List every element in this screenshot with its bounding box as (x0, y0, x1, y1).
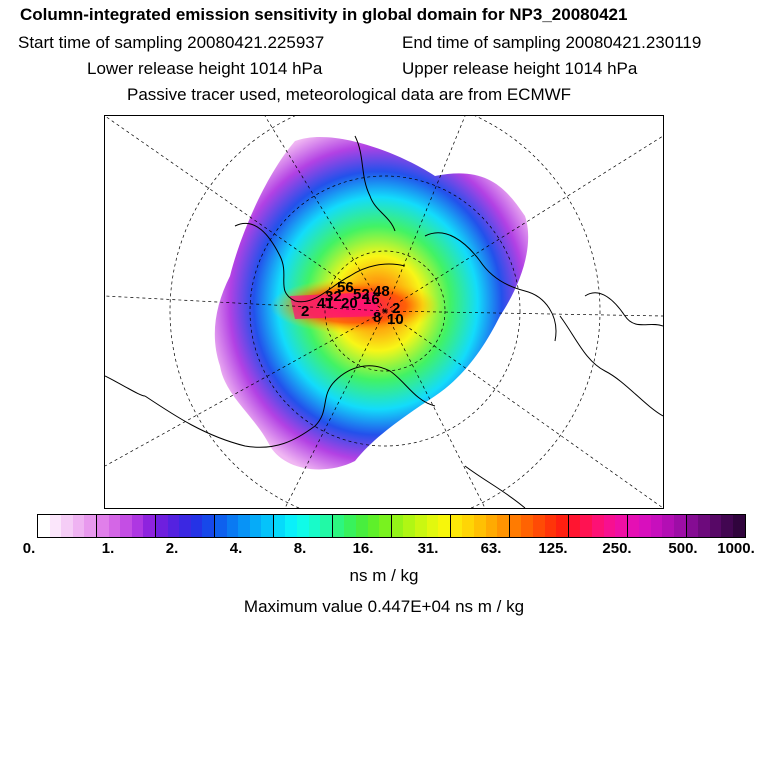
colorbar-cell (96, 515, 109, 537)
colorbar-cell (698, 515, 710, 537)
colorbar-cell (297, 515, 309, 537)
upper-height-label: Upper release height 1014 hPa (402, 59, 638, 78)
point-label: 2 (301, 303, 309, 320)
colorbar-cell (367, 515, 380, 537)
colorbar-cell (615, 515, 628, 537)
lower-height-label: Lower release height 1014 hPa (87, 59, 323, 78)
point-label: 32 (325, 288, 342, 305)
point-label: 41 (317, 295, 334, 312)
colorbar-cell (120, 515, 132, 537)
start-time-label: Start time of sampling 20080421.225937 (18, 33, 325, 52)
colorbar-cell (143, 515, 156, 537)
colorbar-cell (721, 515, 734, 537)
maximum-value-label: Maximum value 0.447E+04 ns m / kg (243, 597, 525, 616)
tick-label: 8. (293, 540, 307, 557)
colorbar-cell (403, 515, 415, 537)
point-label: 52 (353, 286, 370, 303)
colorbar-cell (190, 515, 203, 537)
colorbar (37, 514, 746, 538)
end-time-label: End time of sampling 20080421.230119 (402, 33, 702, 52)
colorbar-cell (650, 515, 663, 537)
colorbar-cell (379, 515, 392, 537)
colorbar-cell (568, 515, 581, 537)
point-label: 20 (341, 295, 358, 312)
colorbar-cell (332, 515, 345, 537)
colorbar-cell (356, 515, 368, 537)
colorbar-cell (426, 515, 439, 537)
colorbar-cell (662, 515, 675, 537)
colorbar-cell (509, 515, 522, 537)
colorbar-cell (155, 515, 168, 537)
point-label: 48 (373, 283, 390, 300)
colorbar-cell (497, 515, 510, 537)
colorbar-cell (273, 515, 286, 537)
colorbar-cell (485, 515, 498, 537)
colorbar-cell (627, 515, 640, 537)
colorbar-cell (261, 515, 274, 537)
tick-label: 500. (668, 540, 698, 557)
tick-label: 16. (352, 540, 374, 557)
map-svg: 56 48 41 20 2 16 8 10 2 52 32 (105, 116, 663, 508)
colorbar-cell (603, 515, 616, 537)
colorbar-cell (639, 515, 651, 537)
colorbar-cell (167, 515, 180, 537)
point-label: 56 (337, 279, 354, 296)
colorbar-cell (84, 515, 97, 537)
chart-title: Column-integrated emission sensitivity i… (20, 5, 628, 24)
colorbar-cell (131, 515, 144, 537)
map-panel: 56 48 41 20 2 16 8 10 2 52 32 (104, 115, 664, 509)
colorbar-cell (38, 515, 50, 537)
colorbar-cell (733, 515, 745, 537)
colorbar-cell (532, 515, 545, 537)
colorbar-cell (462, 515, 474, 537)
colorbar-cell (214, 515, 227, 537)
colorbar-cell (544, 515, 557, 537)
tick-label: 4. (229, 540, 243, 557)
colorbar-cell (674, 515, 687, 537)
point-label: 16 (363, 291, 380, 308)
colorbar-cell (591, 515, 604, 537)
colorbar-cell (450, 515, 463, 537)
tick-label: 1000. (717, 540, 755, 557)
colorbar-ticks: 0. 1. 2. 4. 8. 16. 31. 63. 125. 250. 500… (0, 540, 768, 560)
colorbar-cell (226, 515, 239, 537)
graticule (105, 116, 663, 508)
colorbar-cell (391, 515, 404, 537)
colorbar-cell (202, 515, 215, 537)
point-labels: 56 48 41 20 2 16 8 10 2 52 32 (301, 279, 404, 328)
tick-label: 1. (101, 540, 115, 557)
sensitivity-field (214, 136, 529, 470)
colorbar-cell (438, 515, 451, 537)
tick-label: 0. (22, 540, 36, 557)
colorbar-cell (61, 515, 73, 537)
tracer-label: Passive tracer used, meteorological data… (127, 85, 572, 104)
tick-label: 63. (480, 540, 502, 557)
colorbar-cell (249, 515, 262, 537)
tick-label: 31. (417, 540, 439, 557)
tick-label: 2. (165, 540, 179, 557)
point-label: 2 (392, 300, 400, 317)
point-label: 10 (387, 311, 404, 328)
colorbar-cell (344, 515, 357, 537)
colorbar-cell (521, 515, 533, 537)
colorbar-cell (179, 515, 191, 537)
colorbar-cell (415, 515, 427, 537)
colorbar-cell (556, 515, 569, 537)
colorbar-cell (238, 515, 250, 537)
colorbar-cell (308, 515, 321, 537)
colorbar-cell (473, 515, 486, 537)
colorbar-cell (686, 515, 699, 537)
colorbar-cell (108, 515, 121, 537)
colorbar-cell (49, 515, 62, 537)
colorbar-cell (320, 515, 333, 537)
coastlines (105, 135, 663, 508)
colorbar-cell (72, 515, 85, 537)
units-label: ns m / kg (349, 566, 419, 585)
tick-label: 250. (602, 540, 632, 557)
colorbar-cell (580, 515, 592, 537)
point-label: 8 (373, 309, 381, 326)
colorbar-cell (285, 515, 298, 537)
tick-label: 125. (538, 540, 568, 557)
colorbar-cell (709, 515, 722, 537)
